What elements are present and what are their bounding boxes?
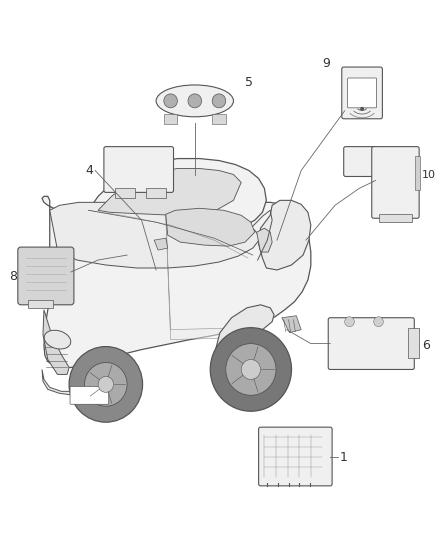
- FancyBboxPatch shape: [212, 114, 226, 124]
- Circle shape: [212, 94, 226, 108]
- Text: 6: 6: [422, 339, 430, 352]
- Circle shape: [188, 94, 201, 108]
- Polygon shape: [50, 203, 261, 268]
- FancyBboxPatch shape: [378, 214, 412, 222]
- FancyBboxPatch shape: [18, 247, 74, 305]
- Polygon shape: [98, 168, 241, 215]
- Text: 5: 5: [245, 76, 253, 90]
- Circle shape: [210, 328, 292, 411]
- Polygon shape: [166, 208, 255, 246]
- Polygon shape: [166, 214, 270, 340]
- FancyBboxPatch shape: [70, 386, 109, 404]
- Polygon shape: [154, 238, 168, 250]
- Circle shape: [345, 317, 354, 327]
- Text: 8: 8: [9, 270, 17, 284]
- Polygon shape: [42, 196, 311, 367]
- Circle shape: [241, 360, 261, 379]
- Text: 10: 10: [422, 171, 436, 181]
- FancyBboxPatch shape: [146, 188, 166, 198]
- FancyBboxPatch shape: [372, 147, 419, 218]
- FancyBboxPatch shape: [348, 78, 377, 108]
- Text: 4: 4: [85, 164, 93, 177]
- Circle shape: [69, 346, 143, 422]
- FancyBboxPatch shape: [164, 114, 177, 124]
- FancyBboxPatch shape: [258, 427, 332, 486]
- Circle shape: [164, 94, 177, 108]
- Polygon shape: [258, 200, 311, 270]
- Circle shape: [226, 344, 276, 395]
- Polygon shape: [216, 305, 274, 360]
- Polygon shape: [43, 310, 69, 375]
- Polygon shape: [282, 316, 301, 333]
- Ellipse shape: [156, 85, 233, 117]
- Circle shape: [98, 376, 113, 392]
- Polygon shape: [88, 158, 266, 226]
- FancyBboxPatch shape: [344, 147, 378, 176]
- FancyBboxPatch shape: [407, 328, 419, 358]
- FancyBboxPatch shape: [328, 318, 414, 369]
- Circle shape: [374, 317, 383, 327]
- Polygon shape: [42, 369, 108, 395]
- FancyBboxPatch shape: [28, 300, 53, 308]
- Circle shape: [85, 362, 127, 406]
- Polygon shape: [257, 228, 272, 252]
- FancyBboxPatch shape: [116, 188, 135, 198]
- FancyBboxPatch shape: [342, 67, 382, 119]
- Circle shape: [360, 107, 364, 111]
- Ellipse shape: [44, 330, 71, 349]
- FancyBboxPatch shape: [415, 156, 420, 190]
- Text: 9: 9: [322, 56, 330, 70]
- FancyBboxPatch shape: [104, 147, 173, 192]
- Text: 1: 1: [340, 450, 348, 464]
